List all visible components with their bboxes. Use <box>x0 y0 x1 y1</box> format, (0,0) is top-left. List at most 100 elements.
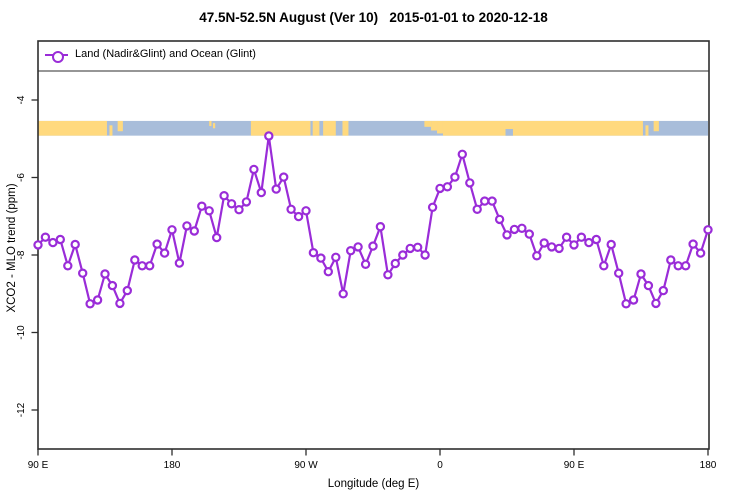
data-point-marker <box>122 285 133 296</box>
map-strip-land-segment <box>437 120 443 134</box>
page-title: 47.5N-52.5N August (Ver 10) 2015-01-01 t… <box>199 10 548 25</box>
legend-marker-icon <box>52 50 64 63</box>
x-tick-label: 0 <box>437 460 443 471</box>
data-point-marker <box>241 197 252 207</box>
data-point-marker <box>584 237 594 248</box>
data-point-marker <box>502 230 512 240</box>
data-point-marker <box>390 258 400 269</box>
data-point-marker <box>331 252 341 262</box>
data-point-marker <box>219 190 229 201</box>
data-point-marker <box>48 237 58 248</box>
data-point-marker <box>360 259 371 269</box>
map-strip-land-segment <box>109 125 113 136</box>
data-point-marker <box>383 270 393 280</box>
data-point-marker <box>561 232 572 242</box>
data-point-marker <box>450 172 460 182</box>
data-point-marker <box>599 261 609 271</box>
data-point-marker <box>606 239 616 250</box>
data-point-marker <box>524 229 535 239</box>
data-point-marker <box>420 250 430 260</box>
data-point-marker <box>494 214 505 225</box>
data-point-marker <box>211 232 222 243</box>
data-point-marker <box>413 242 423 252</box>
data-point-marker <box>189 226 199 236</box>
data-point-marker <box>197 201 207 211</box>
map-strip-land-segment <box>209 120 212 127</box>
data-point-marker <box>249 164 259 175</box>
data-point-marker <box>33 240 43 250</box>
data-point-marker <box>532 251 542 261</box>
data-point-marker <box>614 268 624 278</box>
map-strip-land-segment <box>212 123 216 129</box>
x-tick-label: 180 <box>164 460 181 471</box>
data-point-marker <box>137 261 147 271</box>
data-point-marker <box>159 248 170 258</box>
y-tick-label: -12 <box>16 402 27 417</box>
map-strip-land-segment <box>250 120 311 136</box>
data-point-marker <box>167 225 177 235</box>
map-strip-land-segment <box>342 120 349 136</box>
map-strip-land-segment <box>431 120 438 131</box>
data-point-marker <box>174 258 185 268</box>
data-point-marker <box>204 206 214 216</box>
map-strip-land-segment <box>323 120 336 136</box>
legend-label: Land (Nadir&Glint) and Ocean (Glint) <box>75 48 256 60</box>
data-point-marker <box>681 261 691 271</box>
data-point-marker <box>435 183 445 194</box>
data-point-marker <box>547 242 557 252</box>
data-point-marker <box>85 299 95 309</box>
data-point-marker <box>457 149 467 159</box>
y-tick-label: -4 <box>16 95 27 104</box>
data-point-marker <box>569 240 579 250</box>
map-strip-land-segment <box>645 125 649 136</box>
data-point-marker <box>226 199 237 209</box>
data-point-marker <box>539 238 549 248</box>
data-point-marker <box>480 196 490 206</box>
x-tick-label: 90 W <box>294 460 318 471</box>
data-point-marker <box>271 184 281 194</box>
data-point-marker <box>688 239 698 249</box>
data-point-marker <box>666 255 676 265</box>
data-point-marker <box>703 225 713 235</box>
data-point-marker <box>308 247 319 258</box>
data-point-marker <box>70 239 80 250</box>
data-point-marker <box>63 261 73 271</box>
data-point-marker <box>264 131 274 141</box>
data-point-marker <box>115 298 125 309</box>
data-point-marker <box>40 232 51 242</box>
x-tick-label: 90 E <box>28 460 49 471</box>
data-point-marker <box>107 280 118 291</box>
x-tick-label: 180 <box>700 460 717 471</box>
data-point-marker <box>621 299 631 309</box>
data-point-marker <box>487 196 497 206</box>
data-point-marker <box>130 255 140 265</box>
data-point-marker <box>100 269 110 279</box>
data-point-marker <box>293 211 304 222</box>
data-point-marker <box>323 267 333 277</box>
data-point-marker <box>643 280 654 291</box>
y-tick-label: -10 <box>16 325 27 340</box>
data-point-marker <box>338 289 348 299</box>
data-line <box>36 134 710 305</box>
data-point-marker <box>234 204 244 215</box>
map-strip-land-segment <box>653 120 659 132</box>
y-tick-label: -6 <box>16 173 27 182</box>
data-point-marker <box>92 295 103 305</box>
data-point-marker <box>651 298 661 309</box>
data-point-marker <box>465 178 475 188</box>
data-point-marker <box>368 241 378 251</box>
map-strip-land-segment <box>117 120 123 132</box>
data-point-marker <box>658 285 669 296</box>
data-point-marker <box>144 261 155 271</box>
data-point-marker <box>628 295 639 305</box>
data-point-marker <box>405 243 415 254</box>
data-point-marker <box>316 253 326 263</box>
data-point-marker <box>301 206 311 216</box>
data-point-marker <box>509 224 520 235</box>
data-point-marker <box>695 248 706 258</box>
data-point-marker <box>77 268 88 278</box>
data-point-marker <box>636 269 646 279</box>
data-point-marker <box>182 221 192 231</box>
